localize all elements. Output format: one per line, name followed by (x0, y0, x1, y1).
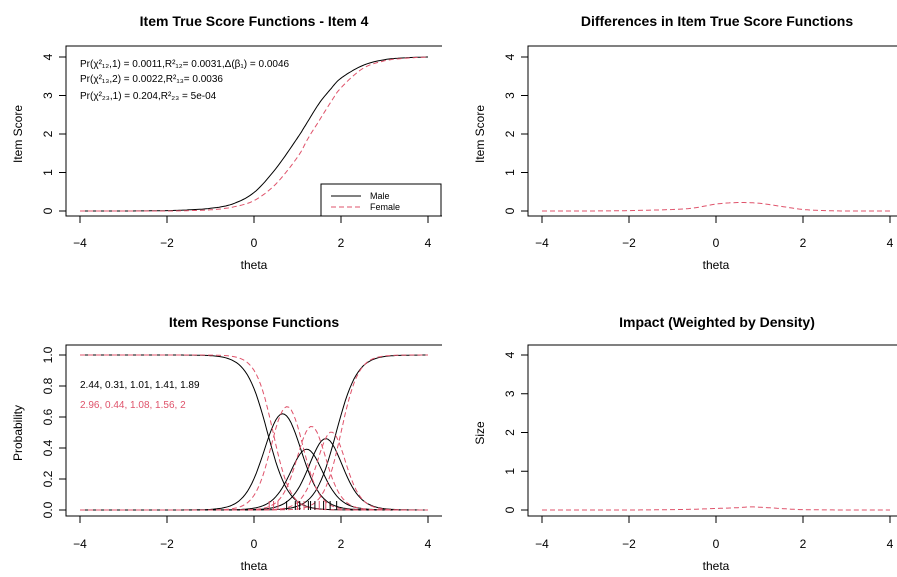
irf-curve-female (80, 354, 428, 511)
diff-y-tick-label: 0 (503, 207, 517, 214)
irf-y-tick-label: 0.2 (41, 470, 55, 487)
irf-curve-male (80, 354, 428, 511)
impact-title: Impact (Weighted by Density) (619, 314, 815, 330)
irf-x-tick-label: 0 (251, 537, 258, 551)
irf-curve-male (80, 354, 428, 511)
tsf-line-female (80, 56, 429, 212)
irf-y-tick-label: 1.0 (41, 346, 55, 363)
tsf-x-tick-label: 0 (251, 236, 258, 250)
diff-x-label: theta (703, 258, 730, 272)
tsf-y-tick-label: 3 (41, 92, 55, 99)
irf-y-tick-label: 0.4 (41, 439, 55, 456)
impact-y-tick-label: 1 (503, 468, 517, 475)
irf-panel: Item Response Functions −4 −2 0 2 4 0.0 0.2 0.4 0… (11, 314, 442, 573)
tsf-legend-box (320, 183, 442, 217)
irf-curve-female (80, 406, 428, 511)
impact-x-tick-label: 0 (713, 537, 720, 551)
irf-x-tick-label: 4 (425, 537, 432, 551)
diff-frame (527, 45, 897, 217)
impact-x-tick-label: 2 (800, 537, 807, 551)
tsf-x-tick-label: 2 (338, 236, 345, 250)
impact-frame (527, 344, 897, 517)
diff-y-tick-label: 4 (503, 53, 517, 60)
diff-panel: Differences in Item True Score Functions… (473, 13, 897, 272)
diff-x-tick-label: 4 (887, 236, 894, 250)
diff-title: Differences in Item True Score Functions (581, 13, 854, 29)
tsf-x-tick-label: −2 (160, 236, 174, 250)
tsf-y-tick-label: 4 (41, 53, 55, 60)
diff-x-tick-label: 0 (713, 236, 720, 250)
irf-x-tick-label: 2 (338, 537, 345, 551)
irf-y-tick-label: 0.8 (41, 377, 55, 394)
tsf-line-male (80, 56, 428, 212)
irf-title: Item Response Functions (169, 314, 340, 330)
tsf-annotation: Pr(χ²₁₃,2) = 0.0022,R²₁₃= 0.0036 (80, 74, 223, 85)
diff-x-tick-label: −4 (535, 236, 549, 250)
tsf-y-tick-label: 2 (41, 130, 55, 137)
tsf-y-tick-label: 1 (41, 169, 55, 176)
diff-y-tick-label: 2 (503, 130, 517, 137)
tsf-x-tick-label: −4 (73, 236, 87, 250)
tsf-legend-female-label: Female (370, 202, 400, 212)
impact-x-tick-label: −4 (535, 537, 549, 551)
irf-curve-female (80, 431, 428, 511)
diff-line (542, 202, 890, 212)
irf-y-label: Probability (11, 405, 25, 461)
impact-panel: Impact (Weighted by Density) −4 −2 0 2 4 0 1 2 3 4… (473, 314, 897, 573)
tsf-annotation: Pr(χ²₁₂,1) = 0.0011,R²₁₂= 0.0031,Δ(β₁) =… (80, 59, 290, 70)
impact-line (542, 506, 890, 511)
irf-annotation-male: 2.44, 0.31, 1.01, 1.41, 1.89 (80, 380, 200, 391)
diff-y-label: Item Score (473, 105, 487, 163)
irf-x-label: theta (241, 559, 268, 572)
diff-x-tick-label: −2 (622, 236, 636, 250)
tsf-title: Item True Score Functions - Item 4 (140, 13, 369, 29)
impact-y-label: Size (473, 421, 487, 445)
irf-x-tick-label: −4 (73, 537, 87, 551)
tsf-x-label: theta (241, 258, 268, 272)
tsf-legend-male-label: Male (370, 191, 390, 201)
impact-x-label: theta (703, 559, 730, 572)
irf-y-tick-label: 0.6 (41, 408, 55, 425)
impact-y-tick-label: 0 (503, 506, 517, 513)
diff-y-tick-label: 1 (503, 169, 517, 176)
irf-y-tick-label: 0.0 (41, 501, 55, 518)
irf-curve-male (80, 438, 428, 511)
tsf-y-label: Item Score (11, 105, 25, 163)
tsf-x-tick-label: 4 (425, 236, 432, 250)
diff-x-tick-label: 2 (800, 236, 807, 250)
impact-x-tick-label: 4 (887, 537, 894, 551)
irf-x-tick-label: −2 (160, 537, 174, 551)
irf-curve-female (80, 354, 428, 511)
tsf-annotation: Pr(χ²₂₃,1) = 0.204,R²₂₃ = 5e-04 (80, 91, 217, 102)
impact-y-tick-label: 4 (503, 351, 517, 358)
irf-annotation-female: 2.96, 0.44, 1.08, 1.56, 2 (80, 400, 186, 411)
tsf-y-tick-label: 0 (41, 207, 55, 214)
tsf-panel: Item True Score Functions - Item 4 −4 −2 0 2… (11, 13, 442, 272)
irf-curve-female (80, 425, 428, 511)
impact-x-tick-label: −2 (622, 537, 636, 551)
impact-y-tick-label: 2 (503, 429, 517, 436)
diff-y-tick-label: 3 (503, 92, 517, 99)
impact-y-tick-label: 3 (503, 390, 517, 397)
